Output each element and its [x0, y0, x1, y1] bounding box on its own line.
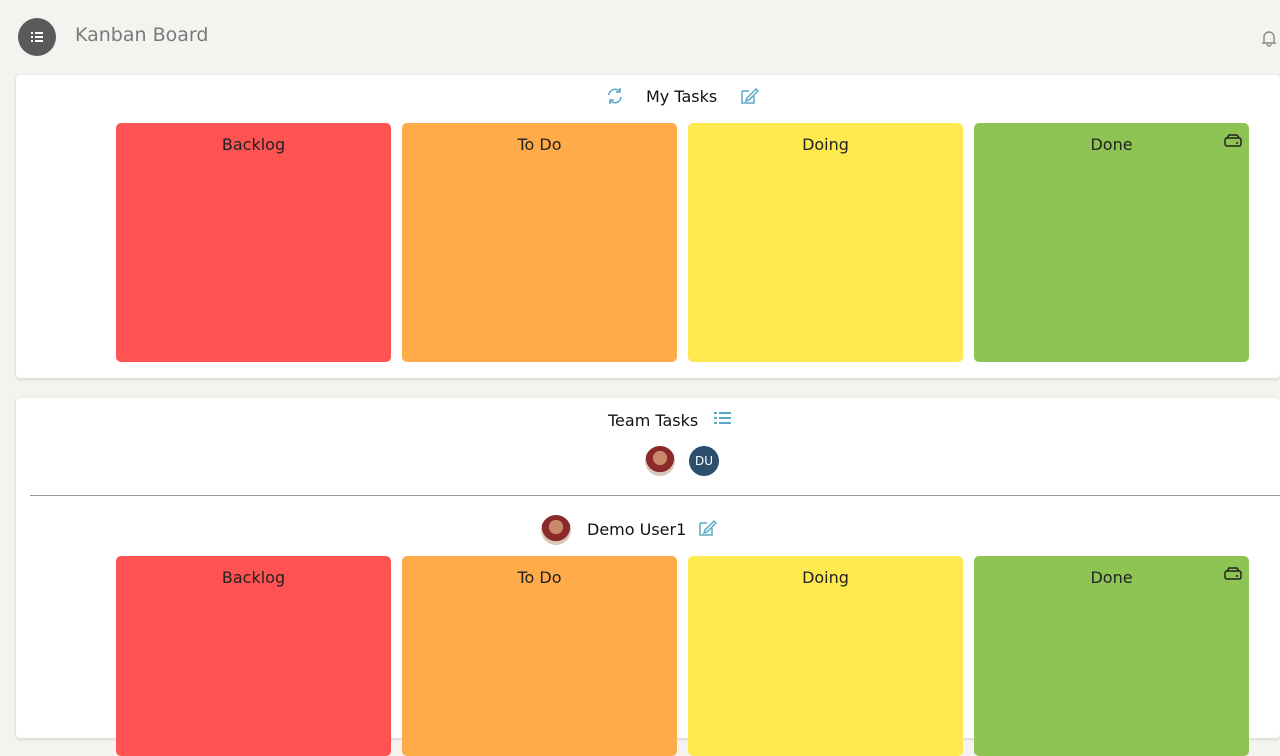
section-title: My Tasks [646, 87, 718, 106]
column-title: To Do [517, 135, 562, 154]
kanban-column[interactable]: Done [974, 556, 1249, 756]
user-name: Demo User1 [587, 520, 687, 539]
kanban-column[interactable]: To Do [402, 123, 677, 362]
edit-icon[interactable] [739, 86, 759, 106]
archive-icon[interactable] [1224, 567, 1242, 581]
kanban-page: Kanban Board My Tasks Backlog To Do Doing D… [16, 18, 1280, 756]
menu-icon [31, 32, 43, 42]
column-title: Done [1090, 568, 1133, 587]
kanban-column[interactable]: Doing [688, 123, 963, 362]
column-title: Doing [802, 568, 849, 587]
column-title: Doing [802, 135, 849, 154]
kanban-column[interactable]: Backlog [116, 556, 391, 756]
kanban-column[interactable]: To Do [402, 556, 677, 756]
column-title: To Do [517, 568, 562, 587]
bell-icon[interactable] [1260, 29, 1278, 47]
column-title: Backlog [221, 135, 286, 154]
column-title: Backlog [221, 568, 286, 587]
user-avatar-initials[interactable]: DU [689, 446, 719, 476]
section-title: Team Tasks [608, 411, 699, 430]
divider [30, 495, 1280, 496]
kanban-column[interactable]: Doing [688, 556, 963, 756]
menu-button[interactable] [18, 18, 56, 56]
refresh-icon[interactable] [605, 86, 625, 106]
column-title: Done [1090, 135, 1133, 154]
kanban-column[interactable]: Backlog [116, 123, 391, 362]
user-avatar-photo [541, 515, 571, 545]
edit-icon[interactable] [697, 518, 717, 538]
app-title: Kanban Board [75, 24, 209, 46]
list-icon[interactable] [714, 410, 732, 426]
team-tasks-card: Team Tasks DU Demo User1 Backlog To Do Doi… [16, 398, 1280, 756]
user-avatar-photo[interactable] [645, 446, 675, 476]
archive-icon[interactable] [1224, 134, 1242, 148]
my-tasks-card: My Tasks Backlog To Do Doing Done [16, 75, 1280, 378]
kanban-column[interactable]: Done [974, 123, 1249, 362]
